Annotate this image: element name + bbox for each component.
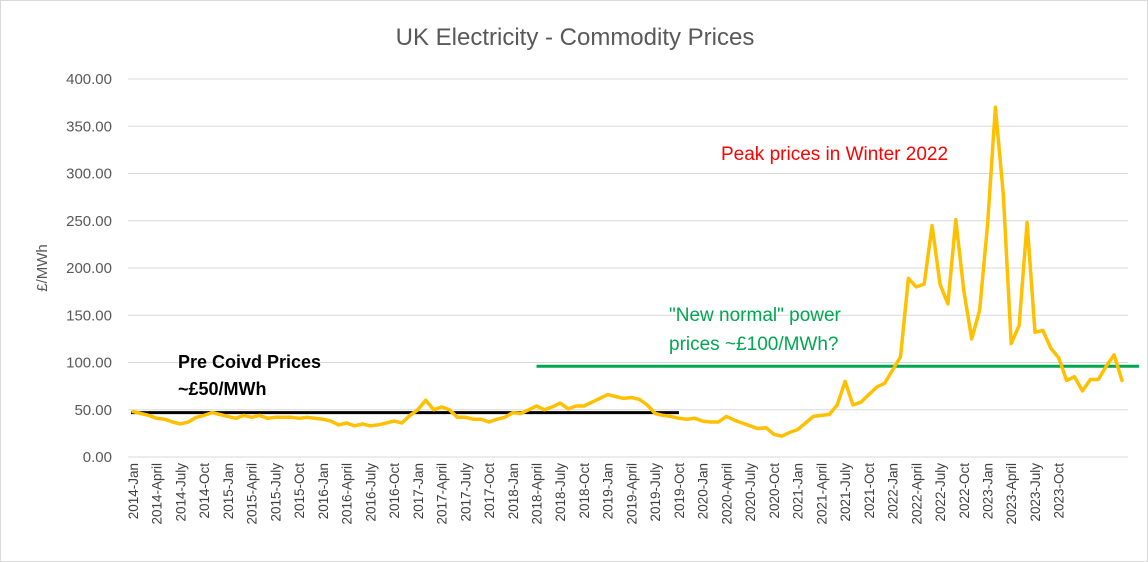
x-tick-label: 2017-Jan	[411, 463, 426, 519]
x-tick-label: 2021-April	[814, 463, 829, 525]
x-tick-label: 2019-April	[624, 463, 639, 525]
x-tick-label: 2021-July	[838, 463, 853, 522]
x-tick-label: 2016-April	[340, 463, 355, 525]
x-tick-label: 2014-Oct	[197, 463, 212, 519]
x-tick-label: 2019-July	[648, 463, 663, 522]
x-tick-label: 2014-Jan	[126, 463, 141, 519]
x-tick-label: 2022-April	[909, 463, 924, 525]
grid-lines	[128, 78, 1128, 458]
x-tick-label: 2014-July	[173, 463, 188, 522]
x-tick-label: 2017-July	[458, 463, 473, 522]
series-line	[131, 105, 1124, 438]
x-tick-label: 2018-July	[553, 463, 568, 522]
x-tick-label: 2021-Oct	[862, 463, 877, 519]
annotation-new-normal-line2: prices ~£100/MWh?	[669, 334, 839, 355]
x-tick-label: 2015-Oct	[292, 463, 307, 519]
x-tick-label: 2023-July	[1028, 463, 1043, 522]
reference-lines	[131, 364, 1139, 415]
x-tick-label: 2020-April	[719, 463, 734, 525]
y-tick-label: 150.00	[66, 307, 112, 324]
series-layer	[131, 105, 1124, 438]
x-tick-label: 2023-Oct	[1052, 463, 1067, 519]
x-tick-label: 2023-Jan	[980, 463, 995, 519]
x-tick-label: 2020-Oct	[767, 463, 782, 519]
y-tick-label: 400.00	[66, 71, 112, 88]
x-tick-label: 2015-April	[245, 463, 260, 525]
y-tick-label: 50.00	[74, 402, 112, 419]
x-tick-label: 2019-Oct	[672, 463, 687, 519]
y-tick-label: 250.00	[66, 213, 112, 230]
y-axis-ticks: 0.00 50.00 100.00 150.00 200.00 250.00 300.00 3…	[66, 71, 112, 466]
x-tick-label: 2015-July	[268, 463, 283, 522]
x-tick-label: 2015-Jan	[221, 463, 236, 519]
x-tick-label: 2022-Oct	[957, 463, 972, 519]
annotation-pre-covid-line1: Pre Coivd Prices	[178, 352, 321, 372]
y-tick-label: 300.00	[66, 166, 112, 183]
x-tick-label: 2014-April	[150, 463, 165, 525]
x-tick-label: 2016-Oct	[387, 463, 402, 519]
x-tick-label: 2019-Jan	[601, 463, 616, 519]
annotation-new-normal-line1: "New normal" power	[669, 305, 842, 326]
x-tick-label: 2016-Jan	[316, 463, 331, 519]
x-tick-label: 2023-April	[1004, 463, 1019, 525]
y-tick-label: 350.00	[66, 118, 112, 135]
x-tick-label: 2021-Jan	[791, 463, 806, 519]
x-tick-label: 2017-Oct	[482, 463, 497, 519]
x-tick-label: 2018-Oct	[577, 463, 592, 519]
y-tick-label: 0.00	[83, 449, 112, 466]
x-tick-label: 2020-Jan	[696, 463, 711, 519]
y-tick-label: 100.00	[66, 355, 112, 372]
x-tick-label: 2022-July	[933, 463, 948, 522]
x-axis-ticks: 2014-Jan 2014-April 2014-July 2014-Oct 2015-…	[126, 463, 1067, 525]
annotation-pre-covid-line2: ~£50/MWh	[178, 379, 267, 399]
x-tick-label: 2020-July	[743, 463, 758, 522]
x-tick-label: 2017-April	[435, 463, 450, 525]
y-tick-label: 200.00	[66, 260, 112, 277]
x-tick-label: 2018-Jan	[506, 463, 521, 519]
x-tick-label: 2022-Jan	[886, 463, 901, 519]
chart-title: UK Electricity - Commodity Prices	[396, 24, 755, 51]
annotation-peak: Peak prices in Winter 2022	[721, 144, 948, 165]
y-axis-label: £/MWh	[34, 244, 51, 292]
x-tick-label: 2018-April	[530, 463, 545, 525]
x-tick-label: 2016-July	[363, 463, 378, 522]
